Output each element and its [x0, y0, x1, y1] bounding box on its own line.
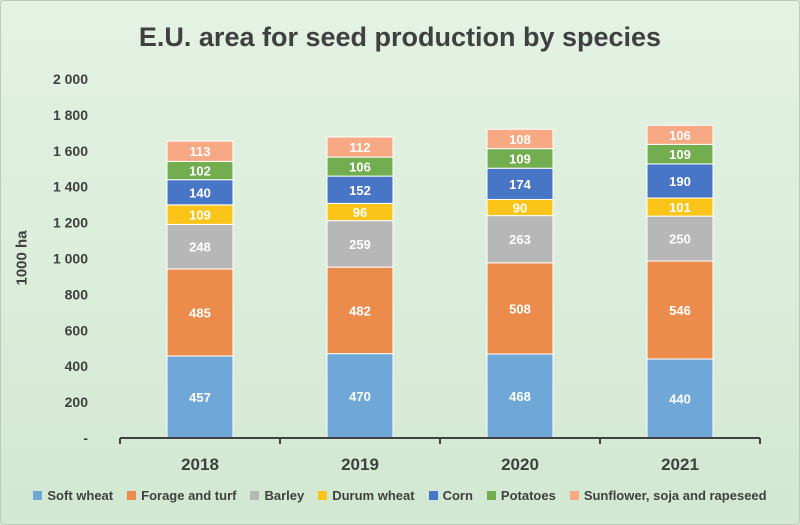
data-label: 259 [349, 237, 371, 252]
bar-segment [326, 266, 394, 355]
data-label: 174 [509, 177, 531, 192]
legend-swatch [127, 490, 137, 500]
bar-segment [646, 260, 714, 360]
data-label: 109 [509, 151, 531, 166]
x-tick-label: 2021 [661, 455, 699, 474]
x-tick-label: 2018 [181, 455, 219, 474]
bar-segment [166, 140, 234, 162]
data-label: 190 [669, 174, 691, 189]
x-tick-label: 2019 [341, 455, 379, 474]
data-label: 106 [669, 128, 691, 143]
data-label: 152 [349, 183, 371, 198]
bar-segment [166, 223, 234, 270]
legend-label: Forage and turf [141, 487, 237, 503]
legend-label: Barley [264, 487, 305, 503]
data-label: 485 [189, 305, 211, 320]
data-label: 546 [669, 303, 691, 318]
data-label: 106 [349, 160, 371, 175]
legend-label: Sunflower, soja and rapeseed [583, 487, 767, 503]
chart-title: E.U. area for seed production by species [138, 22, 662, 52]
legend-swatch [318, 490, 328, 500]
bar-segment [646, 358, 714, 439]
legend-label: Potatoes [500, 487, 556, 503]
y-tick-label: 1 000 [53, 251, 88, 267]
y-tick-label: 1 600 [53, 143, 88, 159]
legend-item: Corn [428, 487, 473, 503]
legend-item: Soft wheat [33, 488, 113, 503]
legend-swatch [250, 490, 260, 500]
data-label: 482 [349, 303, 371, 318]
legend-label: Corn [442, 487, 473, 503]
y-tick-label: 1 800 [53, 107, 88, 123]
bar-segment [646, 124, 714, 145]
data-label: 263 [509, 232, 531, 247]
data-label: 109 [669, 147, 691, 162]
data-label: 113 [190, 144, 211, 159]
y-tick-label: 1 200 [53, 215, 88, 231]
y-tick-label: 200 [65, 394, 89, 410]
data-label: 508 [509, 301, 531, 316]
legend-item: Forage and turf [127, 488, 236, 503]
y-tick-label: 2 000 [53, 71, 88, 87]
legend-swatch [486, 490, 496, 500]
y-tick-label: 800 [65, 286, 89, 302]
x-tick-label: 2020 [501, 455, 539, 474]
data-label: 109 [189, 208, 211, 223]
legend-item: Durum wheat [318, 487, 415, 503]
legend-swatch [569, 490, 579, 500]
data-label: 248 [189, 240, 211, 255]
bar-segment [646, 215, 714, 262]
bar-segment [646, 163, 714, 199]
data-label: 470 [349, 389, 371, 404]
bar-segment [166, 268, 234, 357]
y-tick-label: 1 400 [53, 179, 88, 195]
data-label: 112 [350, 140, 371, 155]
data-label: 468 [509, 389, 531, 404]
bar-segment [486, 128, 554, 150]
bar-segment [326, 220, 394, 268]
bar-segment [166, 179, 234, 206]
data-label: 250 [669, 232, 691, 247]
y-tick-label: 600 [65, 322, 89, 338]
data-label: 440 [669, 392, 691, 407]
legend-item: Barley [250, 488, 304, 503]
y-tick-label: 400 [65, 358, 89, 374]
data-label: 457 [189, 390, 211, 405]
bar-segment [326, 136, 394, 158]
legend-label: Soft wheat [47, 487, 114, 503]
data-label: 90 [513, 201, 527, 216]
chart-legend: Soft wheat Forage and turf Barley Durum whe… [0, 485, 800, 505]
y-tick-label: - [83, 430, 88, 446]
legend-label: Durum wheat [332, 487, 415, 503]
legend-item: Sunflower, soja and rapeseed [569, 487, 767, 503]
legend-swatch [33, 490, 43, 500]
data-label: 140 [189, 185, 211, 200]
legend-swatch [428, 490, 438, 500]
data-label: 101 [669, 200, 691, 215]
data-label: 96 [353, 205, 367, 220]
data-label: 102 [189, 164, 211, 179]
legend-item: Potatoes [486, 487, 556, 503]
bar-segment [486, 167, 554, 200]
data-label: 108 [509, 132, 531, 147]
